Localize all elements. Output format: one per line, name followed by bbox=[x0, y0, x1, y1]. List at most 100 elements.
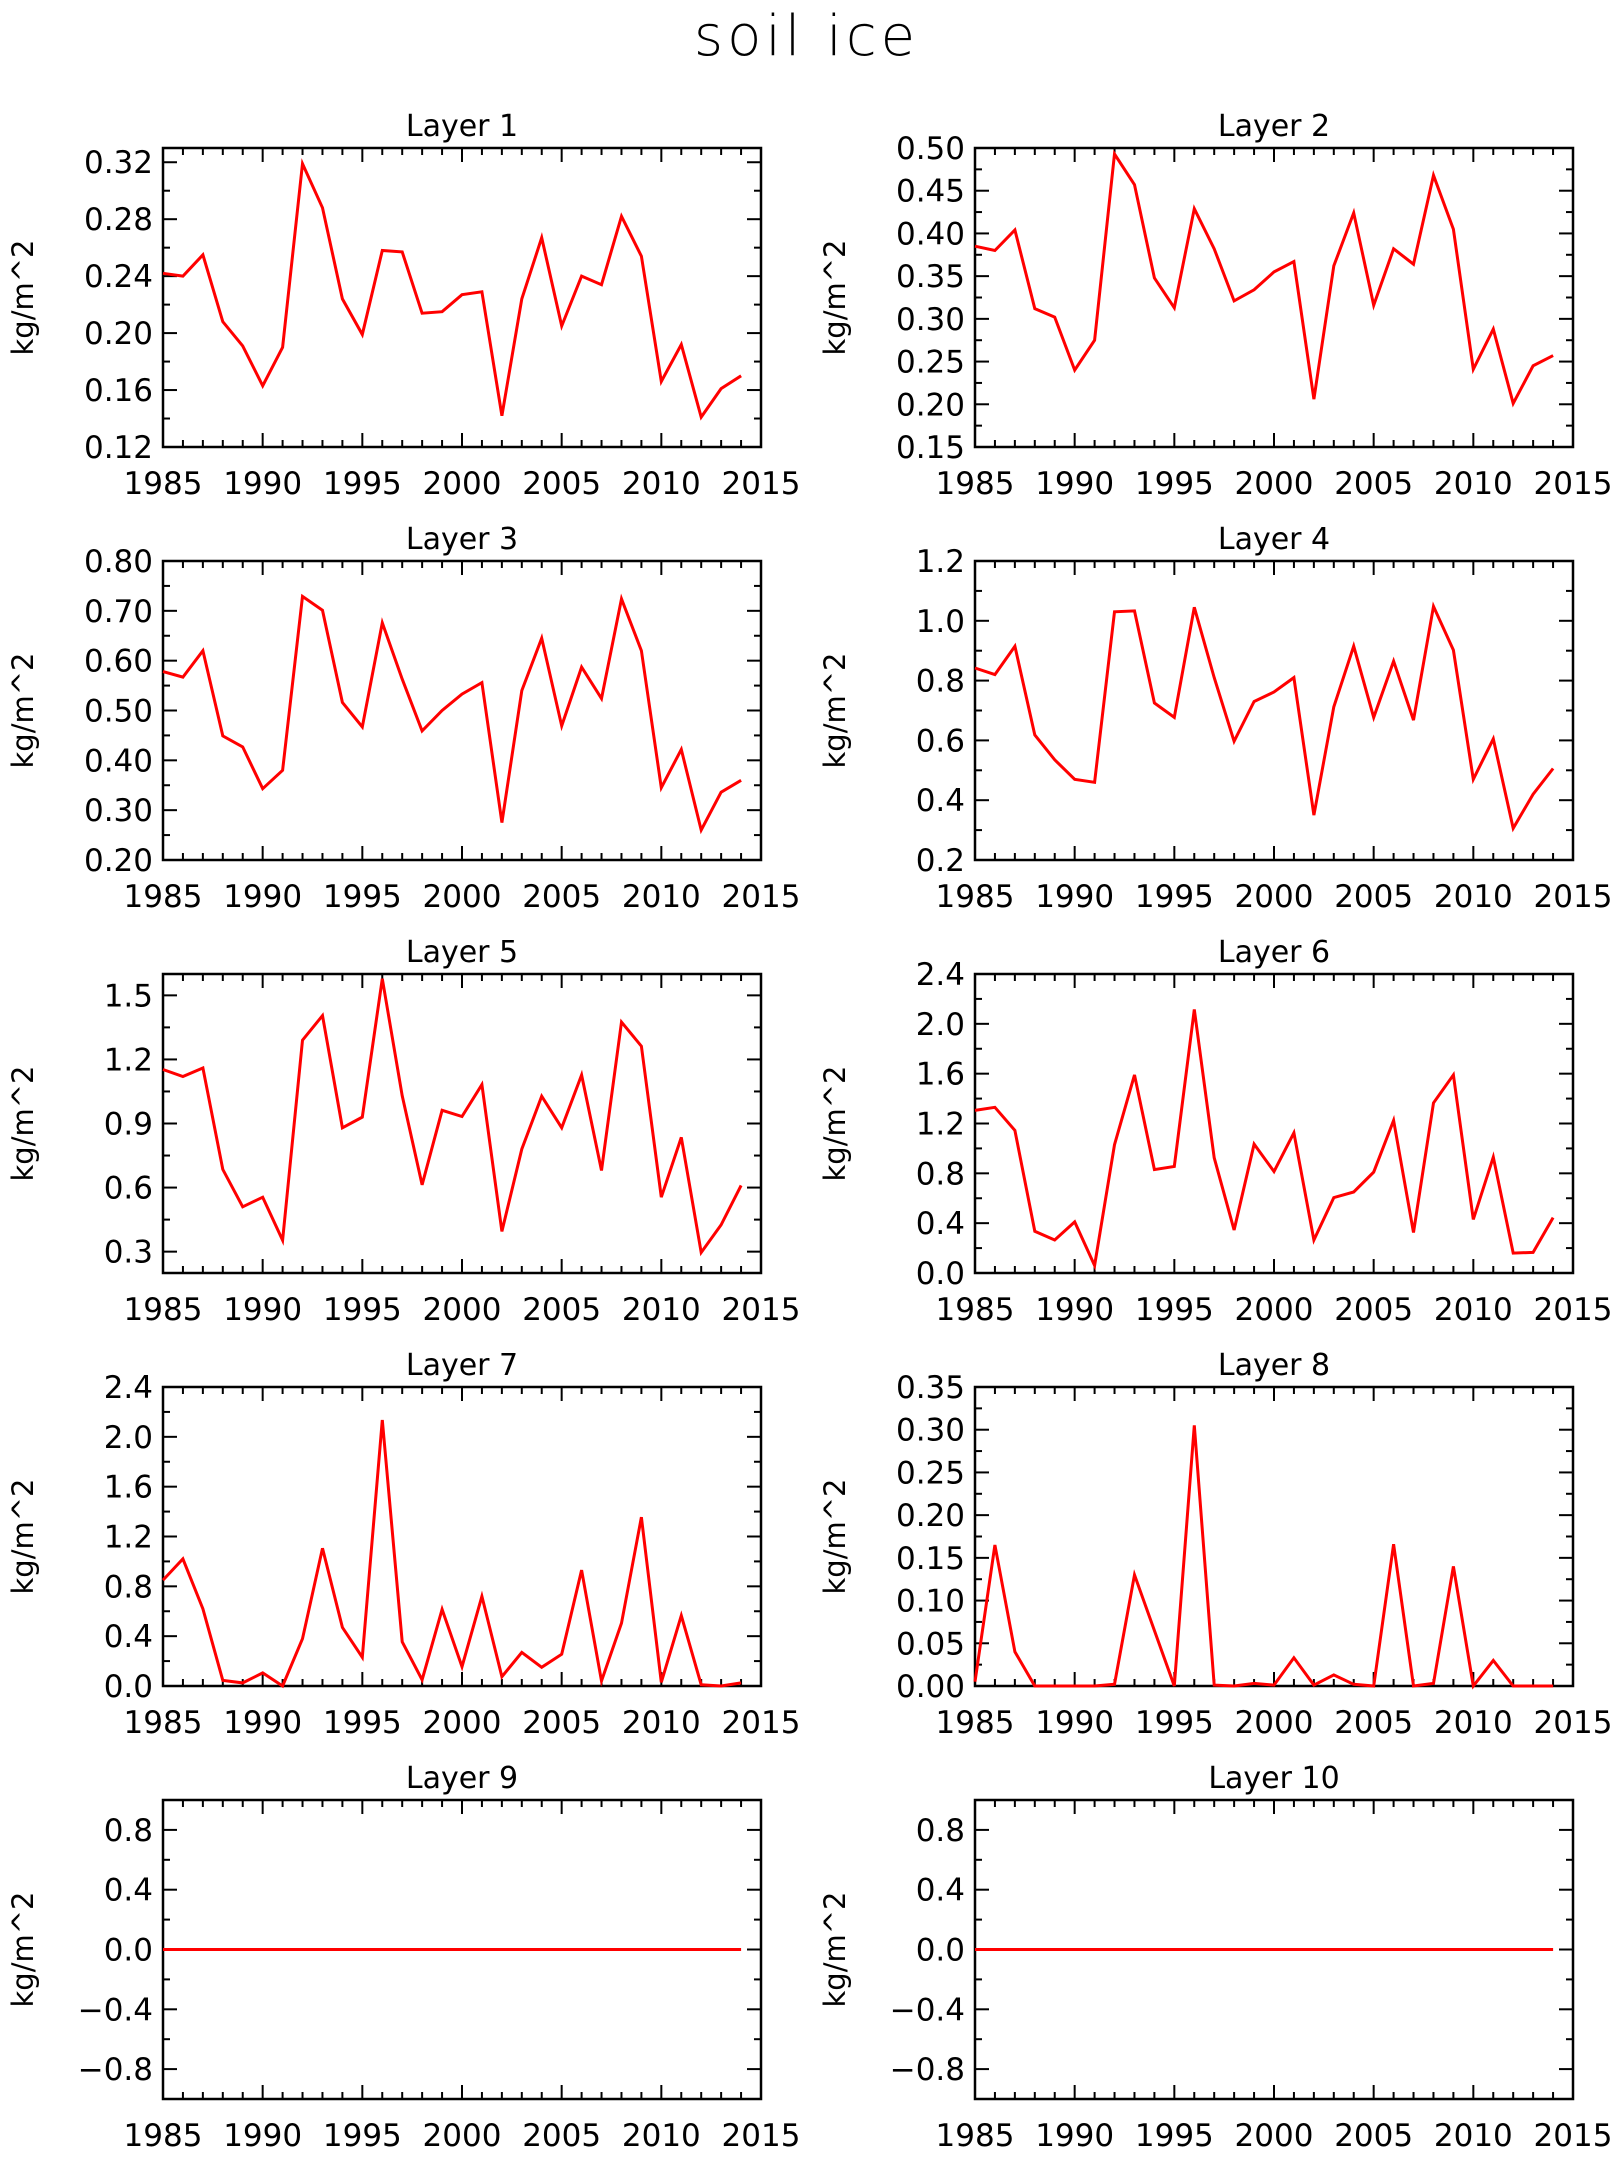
y-tick-label: 0.32 bbox=[84, 145, 153, 181]
x-tick-label: 1990 bbox=[223, 466, 302, 502]
y-tick-label: 0.15 bbox=[896, 430, 965, 466]
x-tick-label: 2010 bbox=[622, 466, 701, 502]
series-line bbox=[973, 1425, 1554, 1690]
y-tick-label: 0.15 bbox=[896, 1541, 965, 1577]
x-tick-label: 1985 bbox=[936, 1705, 1015, 1741]
y-axis-label: kg/m^2 bbox=[818, 1892, 852, 2008]
y-tick-label: 1.0 bbox=[916, 604, 965, 640]
panel-layer-10: Layer 10 kg/m^2 1985 1990 1995 2000 2005 2010 20… bbox=[818, 1761, 1612, 2154]
plot-frame bbox=[161, 559, 763, 862]
x-tick-label: 2015 bbox=[1534, 466, 1613, 502]
y-tick-label: 0.30 bbox=[896, 1413, 965, 1449]
series-line bbox=[162, 593, 742, 835]
panel-layer-9: Layer 9 kg/m^2 1985 1990 1995 2000 2005 2010 201… bbox=[6, 1761, 800, 2154]
panel-layer-8: Layer 8 kg/m^2 1985 1990 1995 2000 2005 2010 201… bbox=[818, 1348, 1612, 1741]
figure-title: soil ice bbox=[693, 4, 920, 69]
series-line bbox=[974, 149, 1554, 408]
x-tick-label: 1990 bbox=[1035, 879, 1114, 915]
panel-layer-4: Layer 4 kg/m^2 1985 1990 1995 2000 2005 2010 201… bbox=[818, 522, 1612, 915]
y-tick-label: 0.2 bbox=[916, 843, 965, 879]
panel-title: Layer 2 bbox=[1218, 109, 1330, 144]
y-tick-label: 1.5 bbox=[104, 978, 153, 1014]
x-tick-label: 1990 bbox=[1035, 1705, 1114, 1741]
panel-title: Layer 6 bbox=[1218, 935, 1330, 970]
x-tick-label: 2005 bbox=[522, 1292, 601, 1328]
y-tick-label: 0.40 bbox=[84, 743, 153, 779]
series-line bbox=[162, 978, 743, 1257]
y-tick-label: 0.60 bbox=[84, 644, 153, 680]
x-tick-label: 1995 bbox=[323, 879, 402, 915]
x-tick-label: 1990 bbox=[223, 879, 302, 915]
x-tick-label: 1990 bbox=[1035, 466, 1114, 502]
x-tick-label: 2015 bbox=[1534, 879, 1613, 915]
x-tick-label: 2010 bbox=[622, 2118, 701, 2154]
x-tick-label: 2000 bbox=[1235, 1292, 1314, 1328]
x-tick-label: 2010 bbox=[1434, 1292, 1513, 1328]
x-tick-label: 1995 bbox=[323, 1705, 402, 1741]
panel-layer-1: Layer 1 kg/m^2 1985 1990 1995 2000 2005 2010 201… bbox=[6, 109, 800, 502]
y-tick-label: 0.25 bbox=[896, 345, 965, 381]
y-tick-label: 0.4 bbox=[916, 1873, 965, 1909]
x-tick-label: 2015 bbox=[722, 466, 801, 502]
x-tick-label: 2005 bbox=[522, 466, 601, 502]
x-tick-label: 2015 bbox=[722, 1292, 801, 1328]
x-tick-label: 2000 bbox=[423, 1705, 502, 1741]
panel-title: Layer 8 bbox=[1218, 1348, 1330, 1383]
plot-frame bbox=[161, 146, 763, 449]
y-tick-label: 0.35 bbox=[896, 1370, 965, 1406]
x-tick-label: 2005 bbox=[522, 2118, 601, 2154]
x-tick-label: 2015 bbox=[1534, 1292, 1613, 1328]
x-tick-label: 1995 bbox=[1135, 879, 1214, 915]
x-tick-label: 2000 bbox=[423, 879, 502, 915]
y-tick-label: 0.20 bbox=[84, 316, 153, 352]
y-tick-label: 0.9 bbox=[104, 1107, 153, 1143]
x-tick-label: 2000 bbox=[1235, 466, 1314, 502]
x-tick-label: 1985 bbox=[124, 879, 203, 915]
y-tick-label: 0.4 bbox=[104, 1873, 153, 1909]
x-tick-label: 2000 bbox=[1235, 2118, 1314, 2154]
y-tick-label: 0.16 bbox=[84, 373, 153, 409]
x-tick-label: 2000 bbox=[423, 2118, 502, 2154]
y-axis-label: kg/m^2 bbox=[6, 240, 40, 356]
y-tick-label: 0.8 bbox=[104, 1813, 153, 1849]
x-tick-label: 2015 bbox=[1534, 2118, 1613, 2154]
y-tick-label: 0.05 bbox=[896, 1626, 965, 1662]
series-line bbox=[974, 1009, 1555, 1271]
y-axis-label: kg/m^2 bbox=[818, 1066, 852, 1182]
y-tick-label: 0.8 bbox=[104, 1569, 153, 1605]
x-tick-label: 1985 bbox=[124, 1705, 203, 1741]
panel-layer-2: Layer 2 kg/m^2 1985 1990 1995 2000 2005 2010 201… bbox=[818, 109, 1612, 502]
x-tick-label: 2005 bbox=[1334, 1292, 1413, 1328]
y-axis-label: kg/m^2 bbox=[818, 653, 852, 769]
panel-layer-7: Layer 7 kg/m^2 1985 1990 1995 2000 2005 2010 201… bbox=[6, 1348, 800, 1741]
y-axis-label: kg/m^2 bbox=[818, 1479, 852, 1595]
y-tick-label: 0.0 bbox=[916, 1256, 965, 1292]
plot-frame bbox=[973, 972, 1575, 1275]
x-tick-label: 1995 bbox=[1135, 466, 1214, 502]
x-tick-label: 1985 bbox=[936, 879, 1015, 915]
y-tick-label: 0.6 bbox=[104, 1171, 153, 1207]
panel-layer-3: Layer 3 kg/m^2 1985 1990 1995 2000 2005 2010 201… bbox=[6, 522, 800, 915]
series-line bbox=[974, 601, 1555, 833]
panel-title: Layer 4 bbox=[1218, 522, 1330, 557]
y-tick-label: 0.40 bbox=[896, 216, 965, 252]
x-tick-label: 2005 bbox=[522, 879, 601, 915]
y-tick-label: 2.0 bbox=[104, 1420, 153, 1456]
y-tick-label: 0.4 bbox=[104, 1619, 153, 1655]
x-tick-label: 2000 bbox=[1235, 1705, 1314, 1741]
y-tick-label: 1.2 bbox=[916, 1107, 965, 1143]
x-tick-label: 2015 bbox=[1534, 1705, 1613, 1741]
x-tick-label: 1985 bbox=[124, 1292, 203, 1328]
x-tick-label: 1985 bbox=[124, 466, 203, 502]
x-tick-label: 2010 bbox=[1434, 2118, 1513, 2154]
panel-title: Layer 10 bbox=[1208, 1761, 1339, 1796]
plot-frame bbox=[161, 1385, 763, 1688]
y-tick-label: 0.25 bbox=[896, 1455, 965, 1491]
x-tick-label: 2015 bbox=[722, 2118, 801, 2154]
y-tick-label: 0.3 bbox=[104, 1235, 153, 1271]
plot-frame bbox=[973, 146, 1575, 449]
y-tick-label: 0.10 bbox=[896, 1584, 965, 1620]
y-tick-label: 0.35 bbox=[896, 259, 965, 295]
x-tick-label: 2005 bbox=[522, 1705, 601, 1741]
